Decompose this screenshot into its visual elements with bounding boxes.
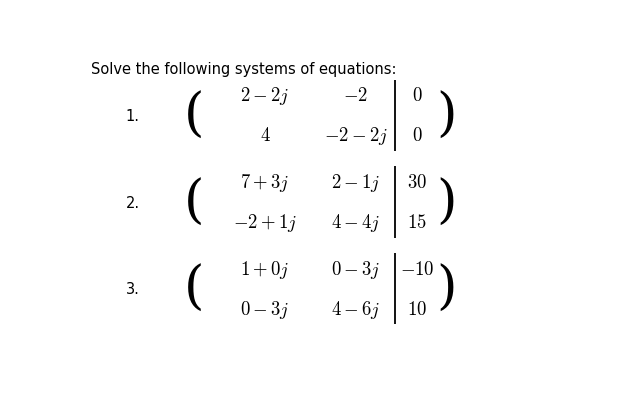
- Text: $0 - 3j$: $0 - 3j$: [331, 258, 380, 280]
- Text: $4$: $4$: [260, 127, 270, 145]
- Text: $7 + 3j$: $7 + 3j$: [240, 172, 290, 193]
- Text: $0$: $0$: [411, 87, 422, 105]
- Text: $-2 - 2j$: $-2 - 2j$: [324, 125, 387, 147]
- Text: $15$: $15$: [407, 214, 427, 231]
- Text: $2 - 1j$: $2 - 1j$: [331, 172, 380, 193]
- Text: $30$: $30$: [407, 174, 427, 191]
- Text: 3.: 3.: [126, 282, 140, 296]
- Text: 2.: 2.: [126, 195, 140, 210]
- Text: ): ): [436, 91, 456, 142]
- Text: $-10$: $-10$: [399, 260, 434, 278]
- Text: $4 - 4j$: $4 - 4j$: [331, 212, 380, 233]
- Text: $2 - 2j$: $2 - 2j$: [240, 85, 290, 107]
- Text: $0 - 3j$: $0 - 3j$: [240, 298, 290, 320]
- Text: ): ): [436, 177, 456, 228]
- Text: (: (: [184, 177, 204, 228]
- Text: $0$: $0$: [411, 127, 422, 145]
- Text: $1 + 0j$: $1 + 0j$: [240, 258, 290, 280]
- Text: $10$: $10$: [407, 300, 427, 318]
- Text: $4 - 6j$: $4 - 6j$: [331, 298, 380, 320]
- Text: $-2 + 1j$: $-2 + 1j$: [233, 212, 297, 233]
- Text: Solve the following systems of equations:: Solve the following systems of equations…: [91, 62, 397, 77]
- Text: $-2$: $-2$: [343, 87, 368, 105]
- Text: ): ): [436, 263, 456, 314]
- Text: (: (: [184, 263, 204, 314]
- Text: 1.: 1.: [126, 109, 140, 124]
- Text: (: (: [184, 91, 204, 142]
